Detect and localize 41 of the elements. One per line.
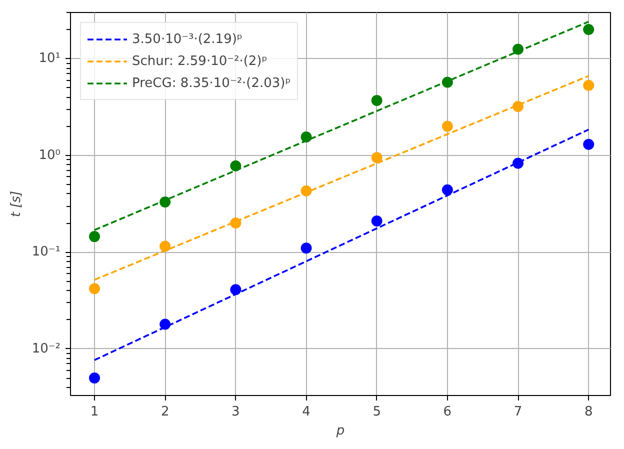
point <box>512 101 524 112</box>
legend-label: PreCG: 8.35·10⁻²·(2.03)ᵖ <box>132 76 291 90</box>
y-tick-label: 10⁰ <box>38 148 61 163</box>
point <box>89 372 100 384</box>
legend-label: 3.50·10⁻³·(2.19)ᵖ <box>132 32 242 46</box>
point <box>583 138 594 150</box>
y-axis-title: t [s] <box>8 190 24 218</box>
point <box>300 132 312 142</box>
point <box>89 231 100 242</box>
x-tick-label: 6 <box>443 404 452 420</box>
point <box>512 158 524 169</box>
point <box>300 242 312 254</box>
x-tick-label: 5 <box>372 404 381 420</box>
point <box>89 283 100 294</box>
x-axis-title: p <box>335 424 345 438</box>
x-tick-label: 3 <box>232 404 240 420</box>
point <box>160 240 171 252</box>
x-tick-label: 7 <box>514 404 522 420</box>
point <box>442 184 453 196</box>
point <box>160 318 171 330</box>
x-tick-label: 1 <box>90 404 99 420</box>
point <box>230 218 242 229</box>
point <box>371 94 382 106</box>
x-tick-label: 2 <box>160 404 170 420</box>
point <box>371 216 382 226</box>
y-tick-label: 10⁻¹ <box>32 244 61 260</box>
point <box>371 152 382 164</box>
point <box>230 284 242 296</box>
point <box>583 24 594 36</box>
point <box>442 76 453 88</box>
legend-label: Schur: 2.59·10⁻²·(2)ᵖ <box>132 54 268 68</box>
point <box>442 120 453 132</box>
point <box>300 185 312 196</box>
x-tick-label: 4 <box>302 404 310 420</box>
point <box>512 44 524 55</box>
y-tick-label: 10¹ <box>38 51 61 66</box>
y-tick-label: 10⁻² <box>32 341 61 356</box>
point <box>160 196 171 208</box>
point <box>230 160 242 172</box>
x-tick-label: 8 <box>584 404 593 420</box>
point <box>583 80 594 91</box>
